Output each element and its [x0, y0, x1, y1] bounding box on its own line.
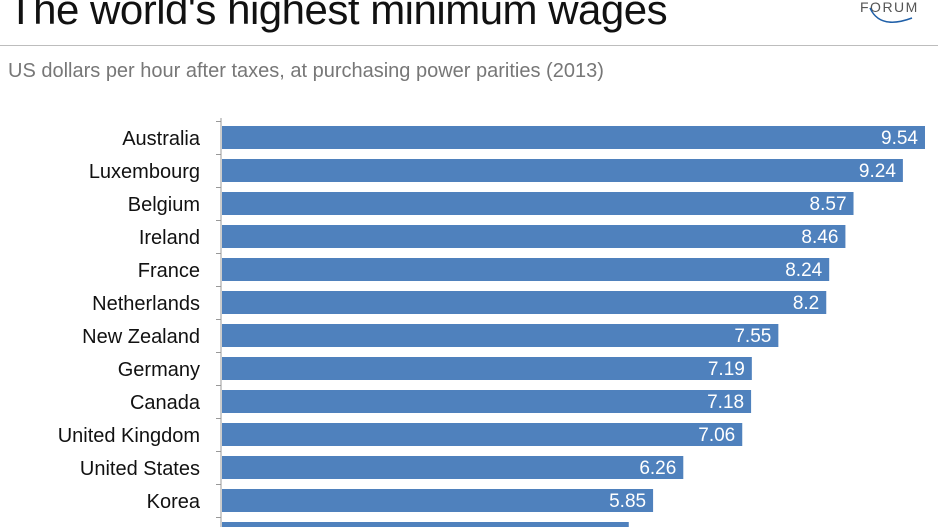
category-label: United States — [80, 458, 200, 480]
category-label: Australia — [122, 128, 201, 150]
category-label: Japan — [146, 524, 201, 527]
wef-logo: ECONOMIC FORUM — [820, 0, 938, 40]
category-label: Netherlands — [92, 293, 200, 315]
value-label: 7.18 — [707, 392, 744, 413]
category-label: New Zealand — [82, 326, 200, 348]
category-label: Germany — [118, 359, 200, 381]
bar — [222, 423, 743, 446]
bar — [222, 522, 629, 527]
value-label: 6.26 — [639, 458, 676, 479]
header-divider — [0, 45, 938, 46]
bar — [222, 258, 830, 281]
chart-title: The world's highest minimum wages — [8, 0, 668, 33]
bar — [222, 456, 684, 479]
value-label: 5.85 — [609, 491, 646, 512]
value-label: 7.55 — [734, 326, 771, 347]
value-label: 8.57 — [810, 194, 847, 215]
bar — [222, 126, 925, 149]
value-label: 7.19 — [708, 359, 745, 380]
value-label: 9.54 — [881, 128, 918, 149]
chart-subtitle: US dollars per hour after taxes, at purc… — [8, 60, 604, 82]
bar — [222, 357, 752, 380]
category-label: Belgium — [128, 194, 200, 216]
category-label: Korea — [147, 491, 201, 513]
category-label: Luxembourg — [89, 161, 200, 183]
bar — [222, 324, 779, 347]
value-label: 8.46 — [801, 227, 838, 248]
logo-arc-icon — [869, 7, 913, 23]
category-label: France — [138, 260, 200, 282]
bar — [222, 291, 827, 314]
value-label: 8.24 — [785, 260, 822, 281]
bar — [222, 489, 654, 512]
value-label: 8.2 — [793, 293, 819, 314]
bar — [222, 390, 752, 413]
value-label: 7.06 — [698, 425, 735, 446]
bar — [222, 225, 846, 248]
logo-text: FORUM — [860, 0, 919, 15]
category-label: Ireland — [139, 227, 200, 249]
category-label: United Kingdom — [58, 425, 200, 447]
category-label: Canada — [130, 392, 201, 414]
bar — [222, 159, 903, 182]
value-label: 9.24 — [859, 161, 896, 182]
bar — [222, 192, 854, 215]
